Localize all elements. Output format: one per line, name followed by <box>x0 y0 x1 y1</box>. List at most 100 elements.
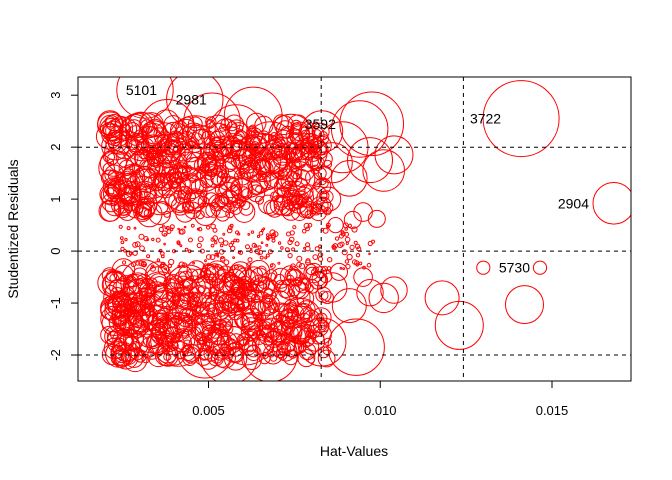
data-point <box>284 177 294 186</box>
data-point <box>210 168 218 176</box>
data-point <box>109 287 125 302</box>
data-point <box>312 182 321 190</box>
data-point <box>344 236 351 243</box>
data-point <box>303 222 310 229</box>
data-point <box>223 259 230 266</box>
data-point <box>105 341 132 368</box>
data-point <box>353 267 373 287</box>
data-point <box>153 284 169 300</box>
data-point <box>265 200 284 218</box>
data-point <box>165 278 185 298</box>
data-point <box>258 231 264 236</box>
data-point <box>260 241 264 244</box>
data-point <box>303 262 324 284</box>
data-point <box>154 142 181 169</box>
data-point <box>245 345 262 361</box>
data-point <box>367 209 386 228</box>
data-point <box>123 170 132 180</box>
data-point <box>241 289 249 297</box>
data-point <box>250 230 255 234</box>
data-point <box>209 254 216 261</box>
data-point <box>170 120 189 140</box>
data-point <box>140 119 155 134</box>
data-point <box>173 275 194 296</box>
data-point <box>239 201 254 216</box>
data-point <box>126 276 138 288</box>
data-point <box>181 344 194 357</box>
data-point <box>103 120 124 142</box>
data-point <box>290 122 303 135</box>
data-point <box>304 331 326 352</box>
data-point <box>368 252 371 256</box>
data-point <box>322 227 329 234</box>
data-point <box>212 266 216 270</box>
data-point <box>296 261 302 268</box>
data-point <box>326 266 332 271</box>
data-point <box>218 237 224 244</box>
data-point <box>345 241 349 245</box>
x-tick-label: 0.005 <box>192 403 225 418</box>
data-point <box>102 162 116 175</box>
data-point <box>185 268 199 282</box>
data-point <box>251 242 257 248</box>
data-point <box>265 243 269 247</box>
data-point <box>232 256 236 260</box>
data-point <box>305 125 325 146</box>
data-point <box>250 144 259 153</box>
data-point <box>284 268 298 282</box>
data-point <box>267 280 279 292</box>
data-point <box>146 254 151 259</box>
data-point <box>277 241 282 245</box>
data-point <box>227 121 238 132</box>
data-point <box>239 163 250 175</box>
data-point <box>280 341 289 350</box>
data-point <box>211 328 229 346</box>
data-point <box>152 282 173 303</box>
point-label: 3722 <box>470 111 501 127</box>
data-point <box>285 231 291 237</box>
data-point <box>145 261 171 288</box>
data-point <box>247 184 266 203</box>
data-point <box>327 318 385 376</box>
data-point <box>163 352 172 361</box>
data-point <box>300 139 310 149</box>
data-point <box>193 315 204 326</box>
data-point <box>205 254 212 260</box>
data-point <box>267 234 272 239</box>
data-point <box>148 202 172 226</box>
data-point <box>255 195 264 205</box>
data-point <box>106 330 119 343</box>
data-point <box>188 285 213 309</box>
y-tick-label: 2 <box>48 144 63 151</box>
data-point <box>302 338 320 355</box>
data-point <box>119 205 130 216</box>
data-point <box>210 351 223 364</box>
data-point <box>191 313 216 338</box>
data-point <box>298 263 306 270</box>
data-point <box>287 114 309 136</box>
data-point <box>120 240 125 245</box>
data-point <box>235 238 240 243</box>
data-point <box>220 256 224 260</box>
data-point <box>196 227 200 231</box>
data-point <box>296 300 316 320</box>
data-point <box>303 323 313 333</box>
data-point <box>283 317 295 330</box>
data-point <box>267 249 273 255</box>
data-point <box>181 262 188 269</box>
data-point <box>118 224 123 229</box>
data-point <box>289 164 298 173</box>
data-point <box>317 349 336 368</box>
data-point <box>505 285 544 325</box>
data-point <box>109 273 120 284</box>
data-point <box>262 227 266 231</box>
data-point <box>380 276 408 304</box>
data-point <box>263 287 273 297</box>
data-point <box>424 280 460 316</box>
data-point <box>214 264 219 269</box>
data-point <box>147 173 166 192</box>
data-point <box>312 254 319 261</box>
data-point <box>191 292 201 302</box>
data-point <box>286 338 305 357</box>
data-point <box>288 279 307 299</box>
